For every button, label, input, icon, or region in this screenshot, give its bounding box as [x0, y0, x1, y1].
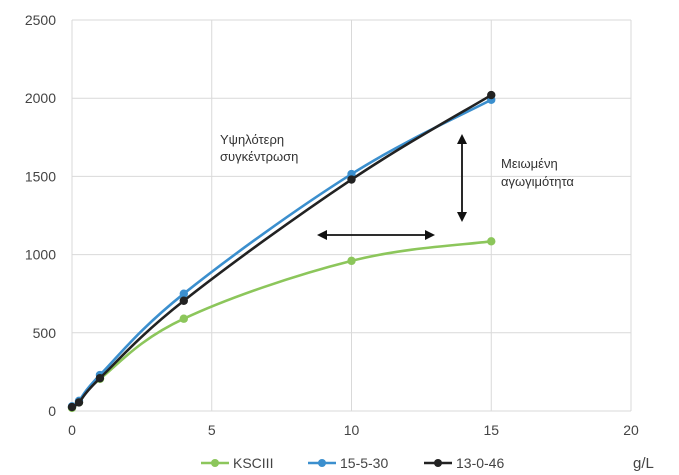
data-point-ksciii [179, 314, 188, 323]
annotation-reduced-conductivity: Μειωμένη αγωγιμότητα [501, 156, 574, 189]
data-point-15-5-30 [179, 289, 188, 298]
x-tick-label: 5 [208, 422, 216, 438]
y-tick-label: 0 [48, 403, 56, 419]
grid [71, 19, 632, 412]
data-point-13-0-46 [74, 398, 84, 407]
annotation-reduced-conductivity-line2: αγωγιμότητα [501, 174, 574, 189]
data-point-13-0-46 [67, 402, 77, 412]
series-line-ksciii [71, 240, 492, 409]
annotation-higher-concentration-line2: συγκέντρωση [220, 149, 298, 164]
annotation-higher-concentration: Υψηλότερη συγκέντρωση [220, 132, 298, 164]
annotation-higher-concentration-line1: Υψηλότερη [220, 132, 284, 147]
annotation-reduced-conductivity-line1: Μειωμένη [501, 156, 558, 171]
data-point-13-0-46 [179, 296, 188, 305]
data-point-ksciii [347, 256, 356, 266]
data-point-13-0-46 [487, 90, 496, 100]
legend-swatch-marker-ksciii [211, 459, 219, 467]
x-axis-unit-label: g/L [633, 455, 654, 472]
series-layer [67, 90, 496, 413]
x-tick-label: 15 [483, 422, 499, 438]
data-point-ksciii [487, 237, 496, 246]
x-tick-label: 0 [68, 422, 76, 438]
y-tick-label: 2500 [25, 12, 56, 28]
data-point-13-0-46 [95, 373, 105, 383]
y-tick-label: 1500 [25, 168, 56, 184]
x-tick-label: 10 [344, 422, 360, 438]
legend: KSCIII 15-5-30 13-0-46 [201, 455, 504, 471]
y-tick-label: 1000 [25, 247, 56, 263]
data-point-13-0-46 [347, 175, 356, 184]
x-tick-label: 20 [623, 422, 639, 438]
legend-label-15-5-30: 15-5-30 [340, 455, 388, 471]
legend-label-ksciii: KSCIII [233, 455, 273, 471]
y-tick-label: 2000 [25, 90, 56, 106]
axis-labels: 0 5 10 15 20 0 500 1000 1500 2000 2500 [25, 12, 639, 438]
legend-swatch-marker-13-0-46 [434, 459, 442, 467]
legend-label-13-0-46: 13-0-46 [456, 455, 504, 471]
y-tick-label: 500 [33, 325, 57, 341]
legend-swatch-marker-15-5-30 [318, 459, 326, 467]
